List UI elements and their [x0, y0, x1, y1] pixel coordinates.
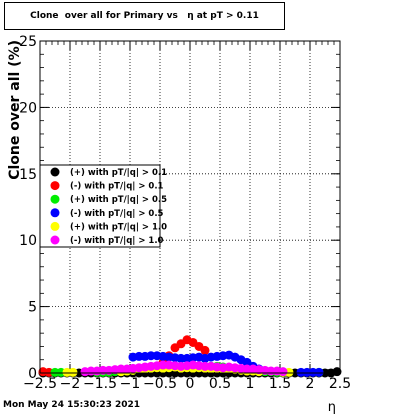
legend-marker [50, 221, 60, 231]
legend-marker [50, 235, 60, 245]
timestamp-footer: Mon May 24 15:30:23 2021 [3, 400, 141, 410]
x-tick-label: 2 [306, 376, 315, 392]
legend-label: (-) with pT/|q| > 0.5 [70, 209, 164, 219]
x-tick-label: 0.5 [209, 376, 231, 392]
legend-marker [50, 208, 60, 218]
y-tick-label: 15 [19, 167, 37, 183]
legend-label: (+) with pT/|q| > 0.5 [70, 195, 167, 205]
legend-marker [50, 167, 60, 177]
x-tick-label: 1.5 [269, 376, 291, 392]
legend-label: (+) with pT/|q| > 1.0 [70, 222, 167, 232]
x-tick-label: −2.5 [23, 376, 57, 392]
y-tick-label: 0 [28, 366, 37, 382]
x-tick-label: −2 [60, 376, 81, 392]
legend-label: (-) with pT/|q| > 1.0 [70, 236, 164, 246]
data-point [68, 367, 78, 377]
y-tick-label: 20 [19, 100, 37, 116]
x-tick-label: 2.5 [329, 376, 351, 392]
chart-title: Clone over all for Primary vs η at pT > … [30, 11, 259, 21]
data-point [278, 367, 288, 377]
legend-box [39, 164, 161, 248]
legend: (+) with pT/|q| > 0.1 (-) with pT/|q| > 0… [39, 164, 167, 248]
y-axis-label: Clone over all (%) [7, 40, 23, 180]
data-point [314, 367, 324, 377]
x-axis-label: η [328, 400, 336, 414]
y-tick-label: 25 [19, 34, 37, 50]
x-tick-label: −1.5 [83, 376, 117, 392]
data-point [332, 367, 342, 377]
legend-marker [50, 194, 60, 204]
x-tick-label: 1 [246, 376, 255, 392]
series-4 [128, 350, 324, 377]
data-point [200, 345, 210, 355]
data-markers [38, 335, 342, 378]
legend-label: (-) with pT/|q| > 0.1 [70, 182, 164, 192]
tick-labels: −2.5 −2 −1.5 −1 −0.5 0 0.5 1 1.5 2 2.5 0 5 10 15 20 25 [19, 34, 351, 392]
x-tick-label: −1 [120, 376, 141, 392]
legend-marker [50, 181, 60, 191]
grid-lines [40, 41, 340, 373]
y-tick-label: 10 [19, 233, 37, 249]
y-tick-label: 5 [28, 300, 37, 316]
x-tick-label: 0 [186, 376, 195, 392]
x-tick-label: −0.5 [143, 376, 177, 392]
chart-title-box: Clone over all for Primary vs η at pT > … [4, 2, 285, 30]
legend-label: (+) with pT/|q| > 0.1 [70, 168, 167, 178]
